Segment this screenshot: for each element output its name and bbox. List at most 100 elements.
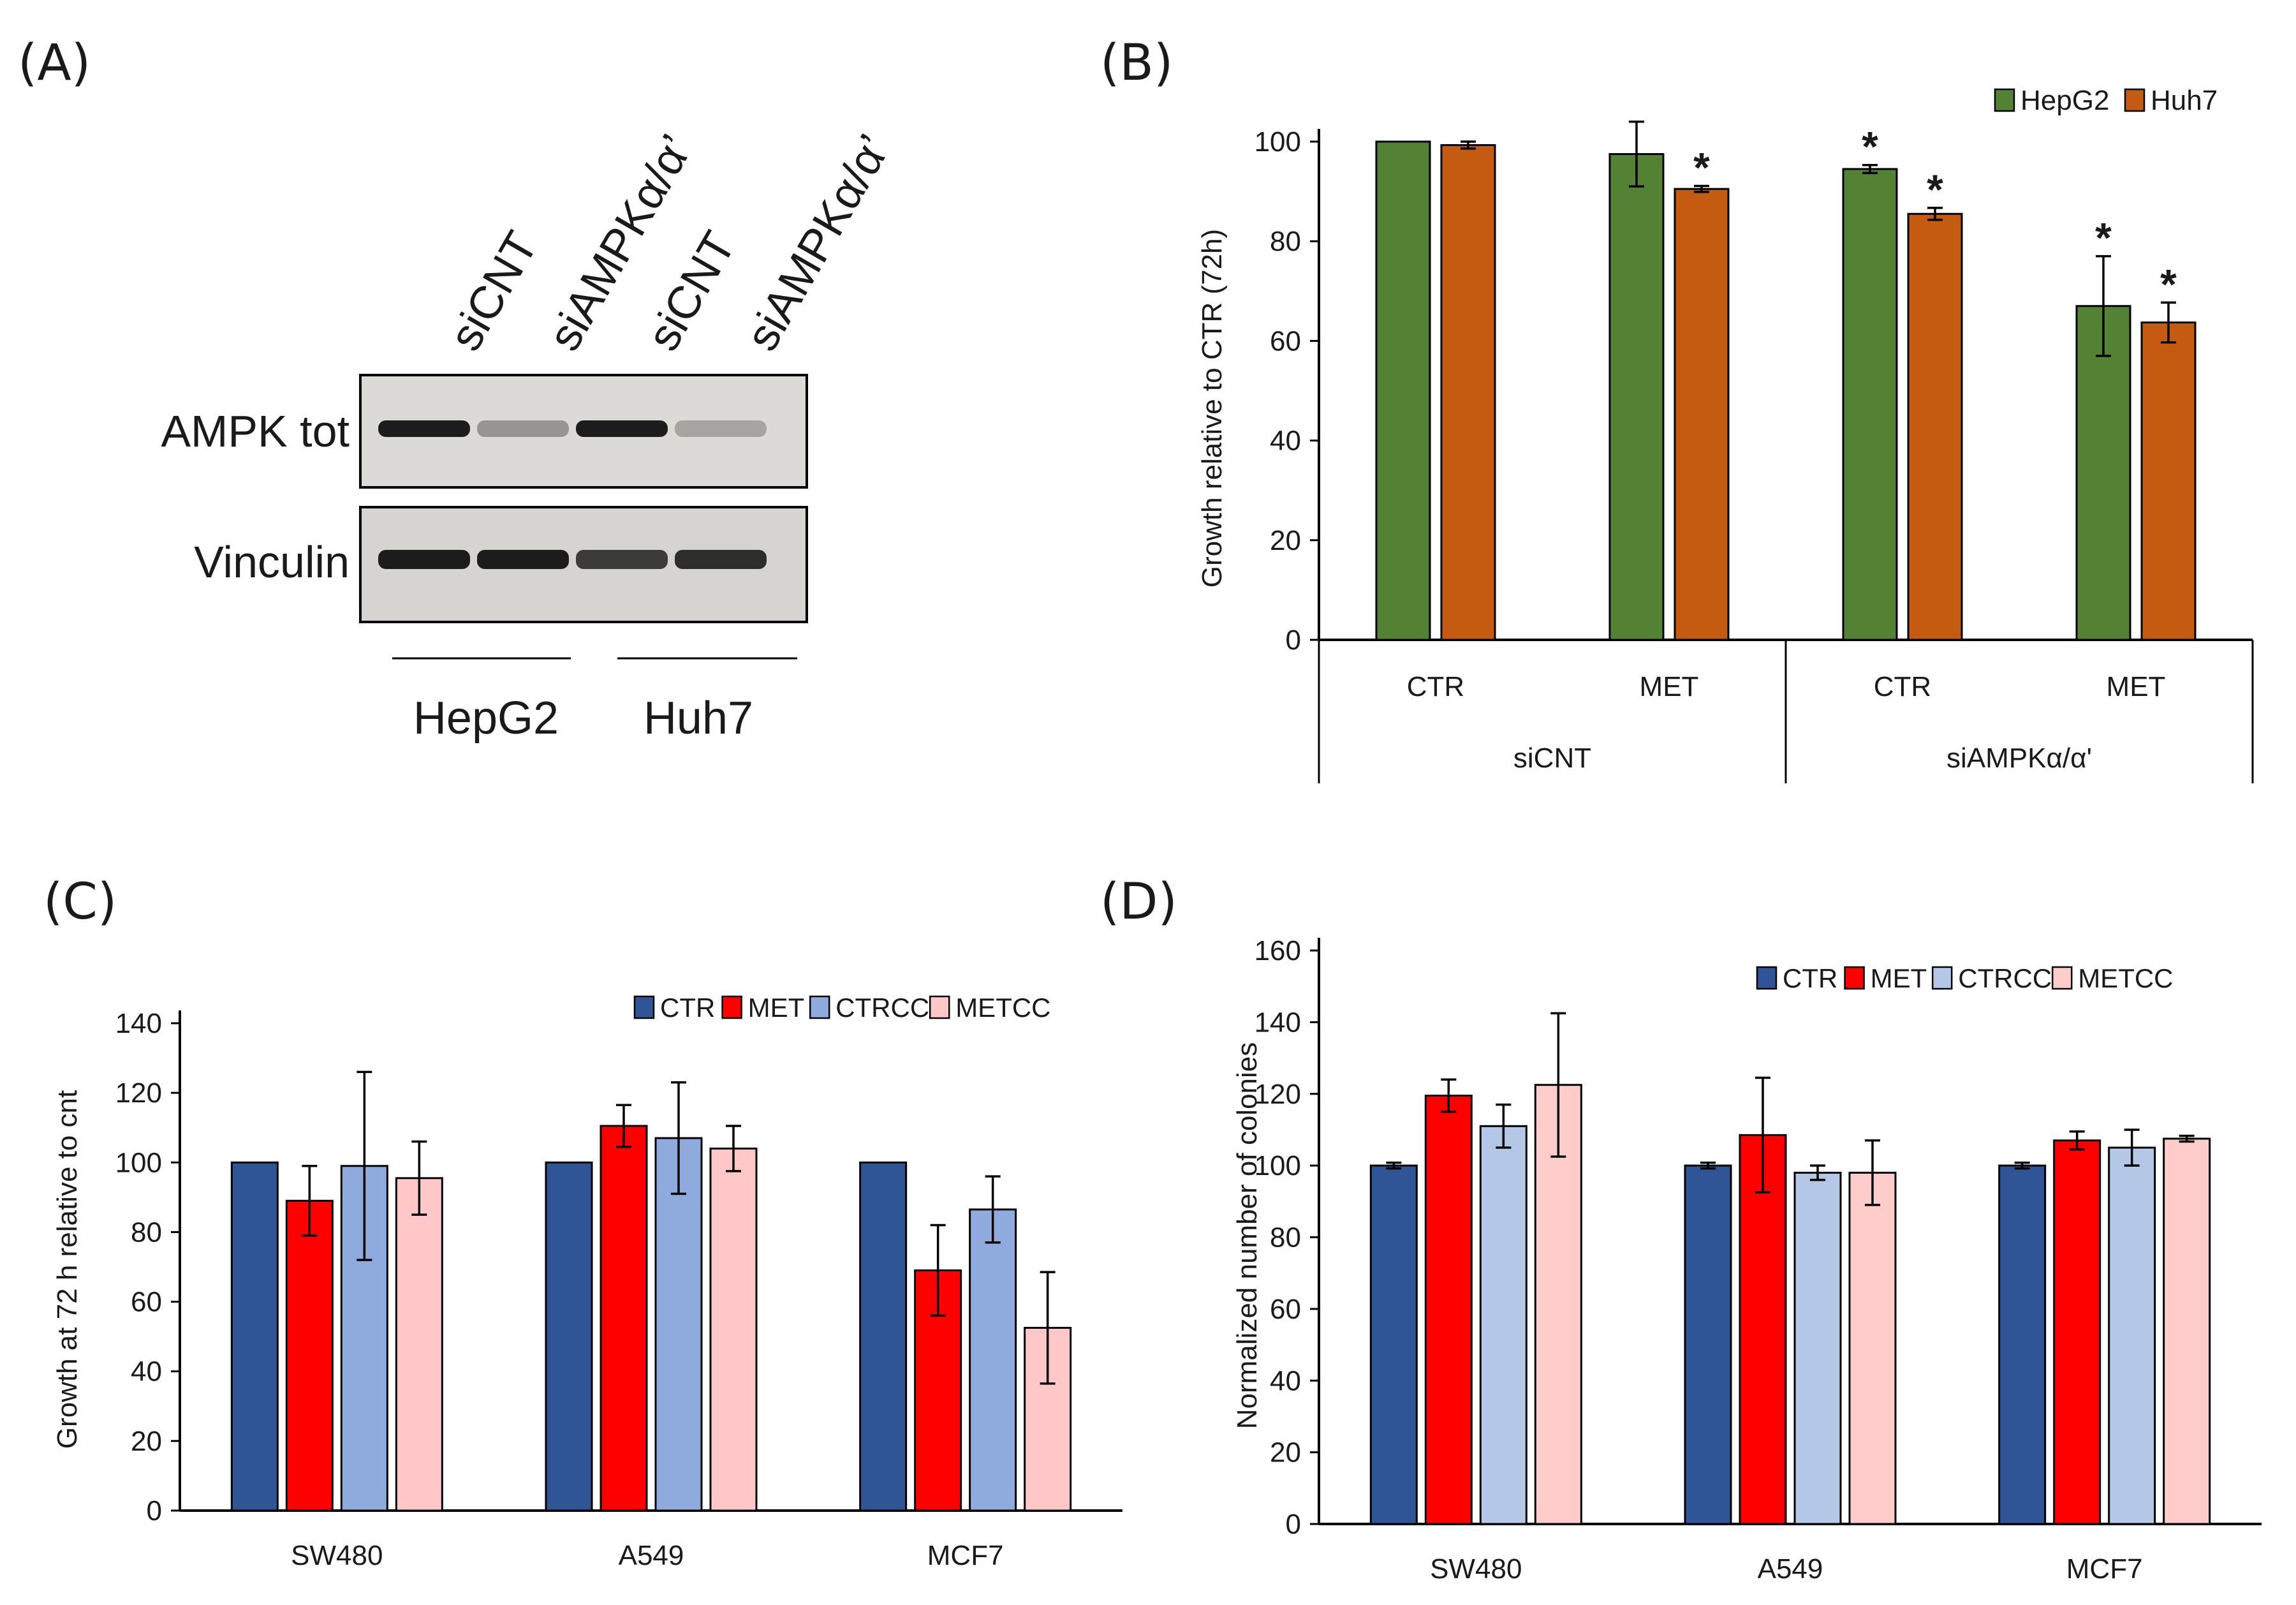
- band-ampk-lane-1: [378, 420, 470, 437]
- panel-c-chart: 0 20 40 60 80 100 120 140 SW480 A549 MCF7 CTR MET CTR…: [115, 993, 1122, 1571]
- significance-star: *: [1693, 144, 1710, 191]
- blot-label-ampk: AMPK tot: [161, 406, 350, 456]
- legend-swatch-metcc: [2051, 966, 2073, 990]
- bar-met-2: [2053, 1139, 2101, 1525]
- x-category-label: MCF7: [2066, 1553, 2143, 1585]
- legend-swatch-met: [721, 995, 742, 1019]
- y-tick-label: 20: [1270, 525, 1301, 556]
- panel-b: (B) Growth relative to CTR (72h) 0 20 40 60…: [1100, 34, 2254, 783]
- lane-label-3: siCNT: [638, 223, 746, 359]
- band-ampk-lane-2: [477, 420, 569, 437]
- legend-label-ctr: CTR: [660, 993, 715, 1023]
- blot-bands: [378, 420, 767, 569]
- y-tick-label: 0: [1286, 625, 1301, 656]
- bar-huh7-1: [1674, 188, 1730, 641]
- bar-metcc-0: [1534, 1084, 1582, 1525]
- x-category-label: MET: [2107, 671, 2166, 702]
- y-tick-label: 60: [1270, 325, 1301, 357]
- y-tick-label: 120: [1255, 1079, 1301, 1110]
- x-category-label: A549: [1758, 1553, 1823, 1585]
- lane-label-4: siAMPKα/α’: [737, 126, 901, 359]
- panel-c-letter: (C): [43, 873, 117, 931]
- legend-label-ctr: CTR: [1783, 963, 1837, 993]
- x-group-label: siAMPKα/α': [1946, 743, 2092, 774]
- legend-swatch-ctrcc: [1931, 966, 1953, 990]
- bar-met-0: [285, 1199, 334, 1512]
- panel-d-chart: 0 20 40 60 80 100 120 140 160 SW480 A549 MCF7 CTR MET…: [1255, 935, 2262, 1585]
- significance-star: *: [1927, 166, 1943, 213]
- y-tick-label: 100: [1255, 126, 1301, 158]
- y-tick-label: 100: [115, 1147, 162, 1178]
- y-tick-label: 0: [1286, 1509, 1301, 1540]
- bar-hepg2-2: [1842, 168, 1898, 641]
- panel-a: (A) siCNT siAMPKα/α’ siCNT siAMPKα/α’ AM…: [18, 34, 901, 744]
- y-tick-label: 60: [1270, 1294, 1301, 1325]
- bar-hepg2-3: [2075, 305, 2131, 641]
- legend-label-metcc: METCC: [955, 993, 1050, 1023]
- bar-ctr-1: [545, 1161, 593, 1512]
- legend-swatch-ctrcc: [809, 995, 830, 1019]
- bar-metcc-1: [1848, 1171, 1897, 1525]
- x-category-label: MET: [1640, 671, 1699, 702]
- y-tick-label: 140: [115, 1008, 162, 1039]
- group-label-hepg2: HepG2: [413, 693, 559, 744]
- bar-ctrcc-2: [969, 1208, 1017, 1512]
- blot-label-vinculin: Vinculin: [194, 537, 350, 587]
- legend-swatch-huh7: [2124, 88, 2145, 112]
- x-category-label: MCF7: [927, 1540, 1004, 1571]
- lane-label-1: siCNT: [440, 223, 548, 359]
- bar-met-1: [1739, 1134, 1787, 1525]
- bar-ctrcc-2: [2108, 1146, 2156, 1525]
- bar-met-0: [1424, 1095, 1473, 1525]
- panel-a-letter: (A): [18, 34, 91, 92]
- band-vinculin-lane-4: [675, 550, 767, 569]
- panel-c-ylabel: Growth at 72 h relative to cnt: [52, 1090, 83, 1449]
- panel-b-chart: 0 20 40 60 80 100 * * * * * CTR MET CTR MET siCNT siAMPK…: [1255, 85, 2254, 783]
- bar-ctrcc-1: [1793, 1171, 1842, 1525]
- y-tick-label: 0: [147, 1495, 162, 1527]
- legend-label-metcc: METCC: [2078, 963, 2173, 993]
- y-tick-label: 80: [131, 1217, 162, 1248]
- y-tick-label: 60: [131, 1287, 162, 1318]
- significance-star: *: [2095, 214, 2112, 262]
- panel-b-ylabel: Growth relative to CTR (72h): [1196, 229, 1228, 588]
- band-vinculin-lane-1: [378, 550, 470, 569]
- y-tick-label: 100: [1255, 1150, 1301, 1181]
- bar-ctr-1: [1684, 1164, 1732, 1525]
- bar-ctrcc-0: [1479, 1125, 1527, 1525]
- legend-label-met: MET: [1871, 963, 1927, 993]
- significance-star: *: [2160, 260, 2177, 307]
- x-category-label: SW480: [1430, 1553, 1522, 1585]
- panel-d-ylabel: Normalized number of colonies: [1232, 1042, 1263, 1430]
- bar-metcc-2: [2163, 1137, 2211, 1525]
- bar-metcc-0: [395, 1177, 443, 1512]
- x-category-label: CTR: [1407, 671, 1464, 702]
- group-label-huh7: Huh7: [644, 693, 753, 744]
- bar-ctr-2: [859, 1161, 908, 1512]
- y-tick-label: 40: [1270, 1365, 1301, 1396]
- y-tick-label: 80: [1270, 226, 1301, 257]
- bar-huh7-0: [1440, 144, 1496, 641]
- bar-met-1: [600, 1125, 648, 1512]
- panel-d: (D) Normalized number of colonies 0 20 40 6…: [1100, 873, 2262, 1585]
- legend-swatch-ctr: [1756, 966, 1777, 990]
- legend-swatch-ctr: [633, 995, 655, 1019]
- bar-metcc-1: [709, 1147, 758, 1512]
- bar-hepg2-1: [1608, 153, 1665, 641]
- legend-label-met: MET: [748, 993, 805, 1023]
- bar-hepg2-0: [1375, 140, 1431, 641]
- legend-label-ctrcc: CTRCC: [1958, 963, 2052, 993]
- significance-star: *: [1862, 123, 1878, 170]
- panel-b-letter: (B): [1100, 34, 1173, 92]
- bar-ctr-0: [230, 1161, 279, 1512]
- legend-label-huh7: Huh7: [2151, 85, 2218, 116]
- bar-ctr-0: [1369, 1164, 1418, 1525]
- y-tick-label: 40: [1270, 425, 1301, 457]
- y-tick-label: 140: [1255, 1007, 1301, 1038]
- panel-c: (C) Growth at 72 h relative to cnt 0 20 40…: [43, 873, 1122, 1571]
- legend-swatch-met: [1844, 966, 1865, 990]
- x-category-label: SW480: [291, 1540, 383, 1571]
- x-category-label: A549: [619, 1540, 684, 1571]
- x-category-label: CTR: [1874, 671, 1931, 702]
- y-tick-label: 160: [1255, 935, 1301, 966]
